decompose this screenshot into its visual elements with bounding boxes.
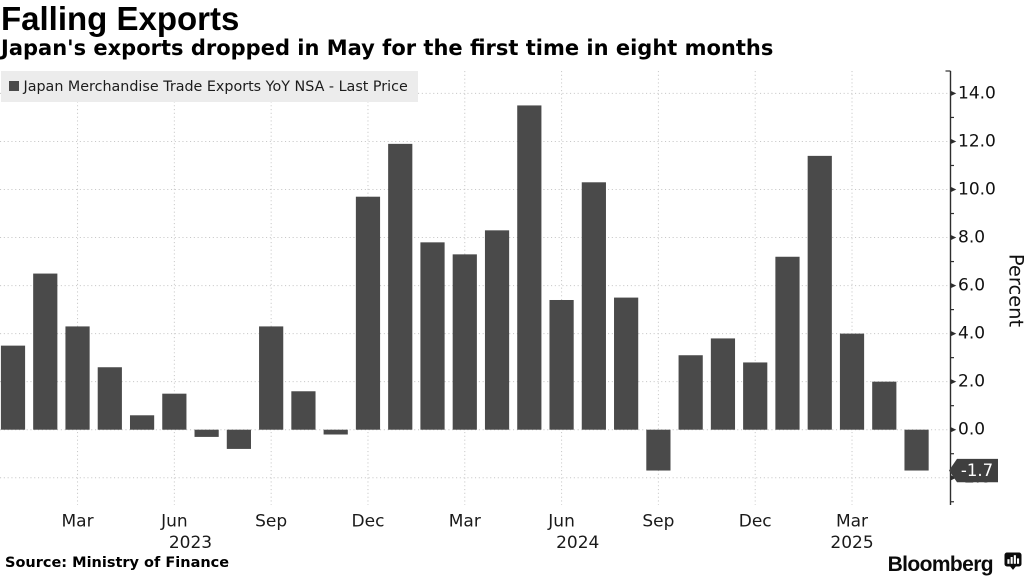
bar-2024-oct <box>678 355 703 430</box>
y-tick-label: 12.0 <box>958 131 996 151</box>
bar-2023-mar <box>65 326 90 430</box>
y-major-tick-arrow <box>950 330 957 337</box>
bar-2023-jul <box>194 429 219 437</box>
x-tick-label: Sep <box>255 512 287 532</box>
x-tick-label: Mar <box>449 512 481 532</box>
bloomberg-chart-icon <box>1004 552 1022 570</box>
y-tick-label: 4.0 <box>958 324 985 344</box>
y-major-tick-arrow <box>950 427 957 433</box>
x-tick-label: Dec <box>739 512 772 532</box>
bar-2023-nov <box>323 429 348 435</box>
bar-2024-aug <box>614 297 639 430</box>
x-tick-label: Sep <box>642 512 674 532</box>
bloomberg-wordmark: Bloomberg <box>887 553 994 576</box>
x-tick-label: Jun <box>160 512 188 532</box>
y-major-tick-arrow <box>950 378 957 385</box>
legend: Japan Merchandise Trade Exports YoY NSA … <box>1 70 418 102</box>
bar-2024-nov <box>710 338 736 430</box>
bar-2024-feb <box>420 242 445 430</box>
y-tick-label: 10.0 <box>958 180 996 200</box>
bar-2024-jan <box>388 143 413 430</box>
x-tick-label: Dec <box>352 512 385 532</box>
x-year-label: 2025 <box>830 533 873 553</box>
bar-2024-apr <box>484 230 510 430</box>
bar-2024-mar <box>452 254 477 430</box>
bar-2023-sep <box>259 326 284 430</box>
x-year-label: 2023 <box>169 533 212 553</box>
x-year-label: 2024 <box>556 533 599 553</box>
y-major-tick-arrow <box>950 234 957 241</box>
source-note: Source: Ministry of Finance <box>5 555 230 571</box>
y-tick-label: 0.0 <box>958 420 985 440</box>
bloomberg-logo: Bloomberg <box>887 552 1022 576</box>
y-major-tick-arrow <box>950 186 957 193</box>
bar-2023-dec <box>355 196 381 430</box>
bar-2023-oct <box>291 391 316 430</box>
y-tick-label: 8.0 <box>958 228 985 248</box>
bar-2023-apr <box>97 367 122 430</box>
bar-2024-dec <box>743 362 768 430</box>
y-major-tick-arrow <box>950 475 957 481</box>
bar-2024-jul <box>581 182 606 430</box>
bar-2023-may <box>129 415 155 430</box>
bar-2024-sep <box>646 429 671 471</box>
y-tick-label: 2.0 <box>958 372 985 392</box>
bar-2025-may <box>904 429 929 471</box>
chart-title: Falling Exports <box>1 0 240 37</box>
bar-2025-feb <box>807 155 832 430</box>
chart-subtitle: Japan's exports dropped in May for the f… <box>1 36 774 61</box>
bar-2023-aug <box>226 429 251 449</box>
bar-2023-jan <box>0 345 26 430</box>
y-major-tick-arrow <box>950 138 957 145</box>
legend-label: Japan Merchandise Trade Exports YoY NSA … <box>23 79 408 96</box>
bar-2023-feb <box>33 273 58 430</box>
legend-marker-icon <box>9 81 19 92</box>
bar-2025-jan <box>775 256 800 430</box>
last-price-label: -1.7 <box>961 461 993 480</box>
bar-2024-jun <box>549 299 574 430</box>
y-major-tick-arrow <box>950 90 957 97</box>
x-tick-label: Mar <box>836 512 868 532</box>
x-tick-label: Mar <box>62 512 94 532</box>
y-tick-label: 14.0 <box>958 83 996 103</box>
bar-2025-mar <box>839 333 865 430</box>
y-tick-label: 6.0 <box>958 276 985 296</box>
bar-2025-apr <box>872 381 897 430</box>
last-price-badge <box>949 458 998 483</box>
bar-2024-may <box>517 105 542 430</box>
y-axis-title: Percent <box>1005 254 1024 328</box>
x-tick-label: Jun <box>547 512 575 532</box>
y-major-tick-arrow <box>950 282 957 289</box>
bar-2023-jun <box>162 393 187 430</box>
